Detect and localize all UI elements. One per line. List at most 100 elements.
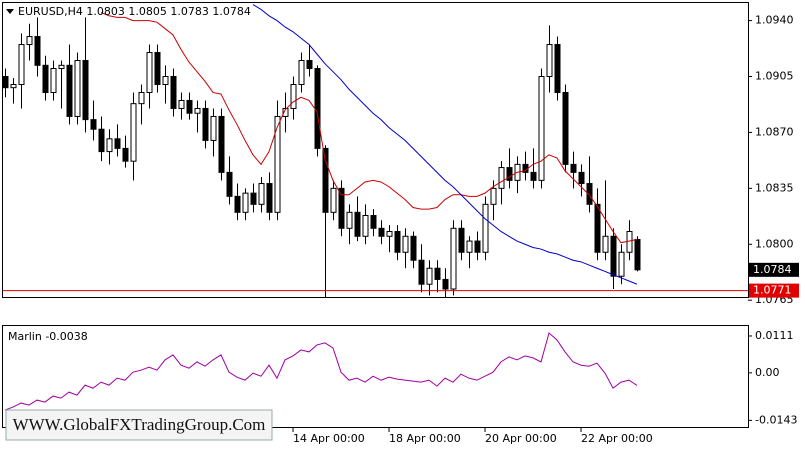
candle-body <box>346 211 353 229</box>
candle-body <box>202 107 209 141</box>
current-price-label: 1.0784 <box>753 263 792 276</box>
candle-body <box>610 235 617 277</box>
candle-body <box>546 44 553 78</box>
candle-body <box>594 203 601 253</box>
y-tick-label: 1.0835 <box>755 181 794 194</box>
x-tick-label: 14 Apr 00:00 <box>293 432 365 445</box>
overlay: EURUSD,H4 1.0803 1.0805 1.0783 1.0784 Ma… <box>5 5 799 445</box>
candle-body <box>394 230 401 253</box>
candle-body <box>602 235 609 253</box>
candle-body <box>58 64 65 70</box>
candle-body <box>442 278 449 290</box>
candle-body <box>426 267 433 285</box>
candle-body <box>50 68 57 93</box>
x-tick-label: 18 Apr 00:00 <box>389 432 461 445</box>
candle-body <box>618 251 625 277</box>
candle-body <box>378 227 385 237</box>
candle-body <box>74 60 81 117</box>
candle-body <box>162 76 169 85</box>
indicator-plot <box>4 332 638 411</box>
candle-body <box>34 36 41 66</box>
candle-body <box>66 64 73 117</box>
candle-body <box>626 230 633 253</box>
candle-body <box>434 267 441 280</box>
candle-body <box>474 240 481 253</box>
candle-body <box>578 171 585 185</box>
candle-body <box>458 227 465 253</box>
candle-body <box>418 259 425 285</box>
candle-body <box>306 60 313 70</box>
candle-body <box>82 60 89 121</box>
indicator-title: Marlin -0.0038 <box>8 330 88 343</box>
candle-body <box>338 187 345 229</box>
y-tick-label: 1.0905 <box>755 70 794 83</box>
candle-body <box>370 215 377 229</box>
candle-body <box>266 183 273 213</box>
candle-body <box>18 44 25 85</box>
x-tick-label: 20 Apr 00:00 <box>485 432 557 445</box>
price-line-label: 1.0771 <box>753 284 792 297</box>
watermark: WWW.GlobalFXTradingGroup.Com <box>13 415 266 434</box>
candle-body <box>530 171 537 181</box>
candle-body <box>330 187 337 213</box>
current-price-box <box>749 262 799 277</box>
y-tick-label: 1.0800 <box>755 237 794 250</box>
indicator-line <box>4 332 638 411</box>
candle-body <box>386 230 393 237</box>
candle-body <box>122 147 129 162</box>
candle-body <box>154 52 161 85</box>
candle-body <box>210 115 217 141</box>
candle-body <box>562 91 569 165</box>
moving-average <box>100 12 638 244</box>
candle-body <box>186 99 193 114</box>
candle-body <box>586 183 593 205</box>
candle-body <box>138 91 145 105</box>
candle-body <box>114 138 121 149</box>
candle-body <box>170 76 177 109</box>
candle-body <box>538 76 545 181</box>
candle-body <box>298 60 305 85</box>
candle-body <box>282 107 289 117</box>
candle-body <box>554 44 561 93</box>
y-tick-label: -0.0143 <box>755 413 797 426</box>
candle-body <box>42 64 49 93</box>
candle-body <box>354 211 361 237</box>
candle-body <box>10 83 17 89</box>
watermark-box <box>5 409 273 441</box>
candle-body <box>490 187 497 205</box>
candle-body <box>130 103 137 162</box>
candle-body <box>570 163 577 173</box>
moving-average <box>252 4 638 285</box>
candle-body <box>90 119 97 130</box>
x-tick-label: 22 Apr 00:00 <box>581 432 653 445</box>
candle-body <box>178 99 185 109</box>
candle-body <box>506 167 513 181</box>
y-tick-label: 0.00 <box>755 366 780 379</box>
candle-body <box>362 215 369 237</box>
candle-body <box>226 171 233 197</box>
candle-body <box>250 192 257 205</box>
candle-body <box>106 138 113 153</box>
y-tick-label: 0.0111 <box>755 329 794 342</box>
candle-body <box>290 83 297 109</box>
candle-body <box>258 183 265 205</box>
candle-body <box>466 240 473 253</box>
panel-menu-icon[interactable] <box>6 9 14 14</box>
candle-body <box>274 115 281 213</box>
candle-body <box>410 235 417 261</box>
candle-body <box>146 52 153 93</box>
y-tick-label: 1.0940 <box>755 14 794 27</box>
candle-body <box>322 147 329 213</box>
y-tick-label: 1.0870 <box>755 125 794 138</box>
candle-body <box>634 238 641 271</box>
candle-body <box>482 203 489 253</box>
candle-body <box>498 167 505 189</box>
candle-body <box>98 128 105 153</box>
candle-body <box>26 36 33 46</box>
candle-body <box>234 195 241 213</box>
chart-title: EURUSD,H4 1.0803 1.0805 1.0783 1.0784 <box>18 5 251 18</box>
candle-body <box>242 192 249 213</box>
candle-body <box>402 235 409 253</box>
candle-body <box>450 227 457 290</box>
